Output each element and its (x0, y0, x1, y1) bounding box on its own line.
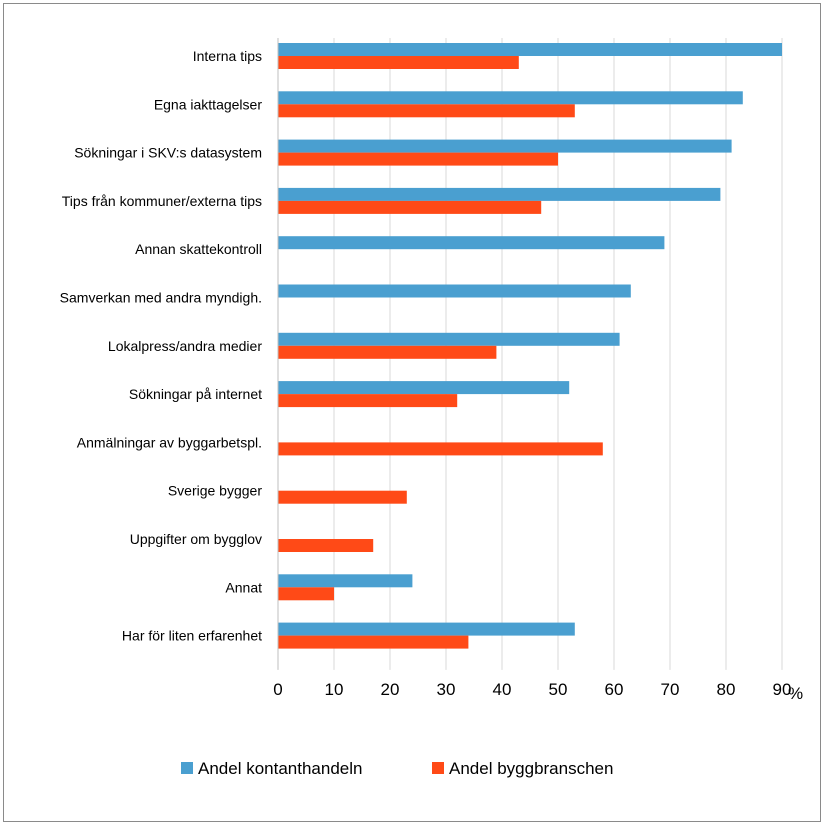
bar-kontanthandeln (278, 574, 413, 588)
x-tick-label: 10 (325, 680, 344, 699)
category-label: Sökningar på internet (129, 386, 262, 402)
bar-byggbranschen (278, 490, 407, 504)
category-label: Interna tips (193, 48, 262, 64)
category-label: Tips från kommuner/externa tips (62, 193, 262, 209)
x-tick-label: 0 (273, 680, 282, 699)
bar-kontanthandeln (278, 43, 782, 56)
bar-byggbranschen (278, 200, 542, 214)
legend-label-kontanthandeln: Andel kontanthandeln (198, 759, 362, 778)
category-label: Egna iakttagelser (154, 96, 263, 112)
bar-kontanthandeln (278, 284, 631, 298)
bar-kontanthandeln (278, 139, 732, 153)
x-axis-unit: % (788, 684, 803, 703)
bar-byggbranschen (278, 635, 469, 649)
legend-swatch-byggbranschen (432, 762, 444, 774)
tick-labels: 0 10 20 30 40 50 60 70 80 90 (273, 680, 791, 699)
category-labels: Interna tips Egna iakttagelser Sökningar i… (60, 48, 263, 644)
bar-byggbranschen (278, 442, 603, 456)
x-tick-label: 20 (381, 680, 400, 699)
x-tick-label: 90 (773, 680, 792, 699)
category-label: Annan skattekontroll (135, 241, 262, 257)
bar-kontanthandeln (278, 332, 620, 346)
x-tick-label: 80 (717, 680, 736, 699)
bar-kontanthandeln (278, 91, 743, 105)
bar-kontanthandeln (278, 236, 665, 250)
legend-swatch-kontanthandeln (181, 762, 193, 774)
bar-kontanthandeln (278, 187, 721, 201)
bar-kontanthandeln (278, 622, 575, 636)
bar-byggbranschen (278, 345, 497, 359)
bar-byggbranschen (278, 394, 458, 408)
x-tick-label: 60 (605, 680, 624, 699)
category-label: Anmälningar av byggarbetspl. (77, 434, 262, 450)
category-label: Annat (225, 579, 262, 595)
bar-byggbranschen (278, 539, 374, 552)
category-label: Lokalpress/andra medier (108, 338, 262, 354)
category-label: Har för liten erfarenhet (122, 628, 262, 644)
legend-label-byggbranschen: Andel byggbranschen (449, 759, 613, 778)
bar-byggbranschen (278, 587, 334, 601)
bar-byggbranschen (278, 56, 519, 69)
x-tick-label: 70 (661, 680, 680, 699)
bars (278, 43, 782, 649)
x-tick-label: 50 (549, 680, 568, 699)
category-label: Samverkan med andra myndigh. (60, 290, 262, 306)
bar-byggbranschen (278, 152, 558, 166)
bar-byggbranschen (278, 104, 575, 118)
legend: Andel kontanthandeln Andel byggbranschen (181, 759, 613, 778)
category-label: Sökningar i SKV:s datasystem (74, 145, 262, 161)
bar-kontanthandeln (278, 381, 570, 395)
x-tick-label: 30 (437, 680, 456, 699)
category-label: Uppgifter om bygglov (130, 531, 262, 547)
category-label: Sverige bygger (168, 483, 263, 499)
chart-frame (3, 3, 821, 822)
x-tick-label: 40 (493, 680, 512, 699)
